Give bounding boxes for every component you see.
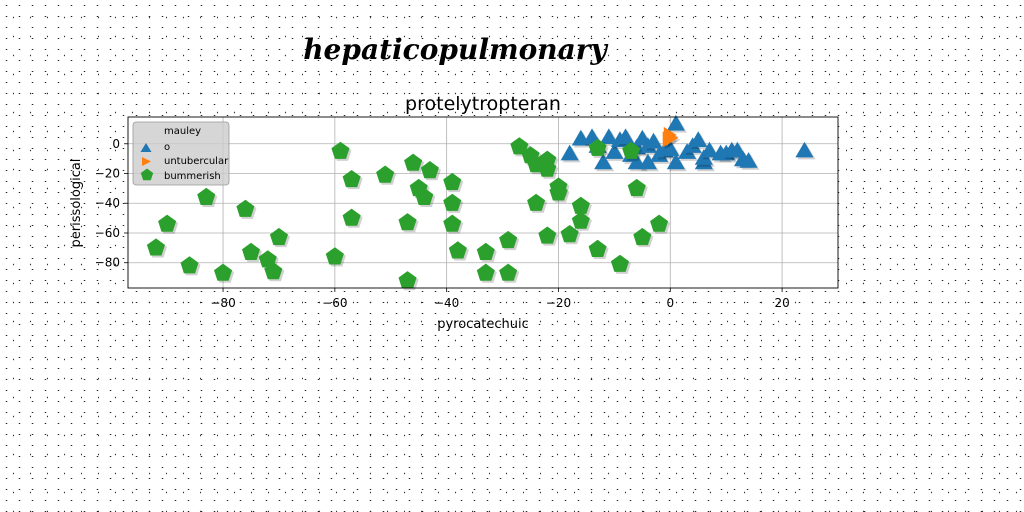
data-point-bummerish [342,208,361,226]
data-point-bummerish [476,263,495,281]
data-point-bummerish [269,227,288,246]
x-tick-label: −40 [434,296,459,310]
legend-title: mauley [164,126,201,137]
data-point-bummerish [510,137,529,155]
data-point-bummerish [264,262,283,280]
data-point-bummerish [404,153,423,171]
series-bummerish [146,137,671,291]
data-point-bummerish [627,178,646,197]
data-point-bummerish [342,170,361,188]
data-markers [146,114,816,291]
legend-label-untubercular: untubercular [164,156,229,167]
data-point-bummerish [376,165,395,183]
data-point-bummerish [527,193,546,211]
chart-title: protelytropteran [405,93,561,115]
x-tick-label: −60 [322,296,347,310]
data-point-bummerish [331,141,350,159]
data-point-bummerish [158,214,177,232]
legend-label-o: o [164,142,170,153]
axis-ticks: −80 −60 −40 −20 0 20 0 −20 −40 −60 −80 [95,137,790,310]
data-point-bummerish [588,138,607,156]
data-point-bummerish [549,183,568,201]
data-point-bummerish [420,161,439,179]
legend: mauley o untubercular bummerish [132,121,230,186]
data-point-bummerish [499,263,518,281]
data-point-o [594,153,613,170]
data-point-bummerish [443,172,462,191]
data-point-bummerish [448,241,467,259]
data-point-bummerish [180,256,199,274]
x-axis-label: pyrocatechuic [437,317,529,332]
data-point-bummerish [443,214,462,232]
data-point-bummerish [398,213,417,231]
legend-label-bummerish: bummerish [164,171,221,182]
y-tick-label: −60 [95,226,120,240]
data-point-bummerish [560,225,579,243]
data-point-untubercular [665,129,679,146]
data-point-bummerish [538,226,557,244]
data-point-bummerish [398,271,417,289]
data-point-o [616,128,635,144]
y-axis-label: perissological [69,159,84,248]
data-point-o [700,141,719,158]
data-point-bummerish [538,159,557,177]
data-point-o [560,144,579,161]
data-point-bummerish [650,214,669,232]
data-point-bummerish [476,242,495,260]
data-point-o [644,132,663,149]
data-point-bummerish [325,247,344,265]
data-point-bummerish [588,239,607,257]
data-point-bummerish [214,263,233,281]
data-point-bummerish [610,254,629,272]
x-tick-label: −80 [210,296,235,310]
data-point-o [795,141,814,158]
plot-frame [127,116,839,289]
figure-suptitle: hepaticopulmonary [303,33,608,66]
data-point-o [661,140,680,156]
data-point-bummerish [499,230,518,249]
data-point-bummerish [197,187,216,205]
data-point-o [638,153,657,170]
data-point-bummerish [236,199,255,217]
data-point-o [666,153,685,170]
legend-marker-bummerish [140,168,154,181]
legend-marker-o [140,143,152,152]
y-tick-label: −20 [95,167,120,181]
data-point-bummerish [415,187,434,205]
data-point-bummerish [571,196,590,214]
data-point-o [599,128,618,144]
data-point-o [739,152,758,168]
data-point-bummerish [146,238,165,256]
series-o [560,114,816,172]
data-point-o [689,131,708,147]
data-point-bummerish [443,193,462,211]
data-point-o [605,143,624,159]
y-tick-label: −80 [95,256,120,270]
data-point-bummerish [242,242,260,260]
y-tick-label: 0 [112,137,120,151]
y-tick-label: −40 [95,196,120,210]
data-point-bummerish [571,211,590,229]
x-tick-label: −20 [546,296,571,310]
series-untubercular [662,126,681,150]
data-point-o [666,114,685,131]
data-point-bummerish [622,141,641,159]
x-tick-label: 0 [666,296,674,310]
x-tick-label: 20 [774,296,789,310]
legend-marker-untubercular [142,157,151,166]
legend-box [132,121,230,186]
data-point-bummerish [633,227,652,246]
